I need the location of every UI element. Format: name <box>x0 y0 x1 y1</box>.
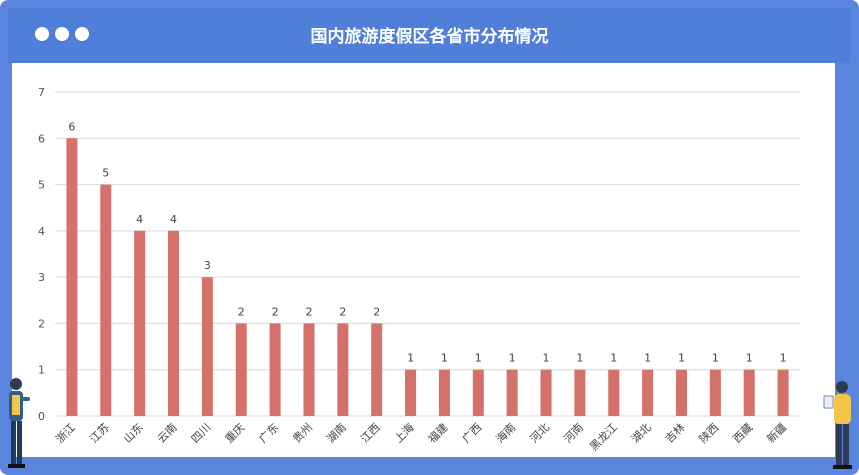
x-tick-label: 重庆 <box>222 420 247 445</box>
bar <box>642 369 654 416</box>
data-label: 4 <box>136 213 143 226</box>
bar <box>134 230 146 416</box>
y-tick-label: 7 <box>38 86 45 99</box>
x-tick-label: 山东 <box>121 421 146 446</box>
data-label: 1 <box>407 352 414 365</box>
person-right-icon <box>823 381 852 469</box>
data-label: 3 <box>204 259 211 272</box>
bar <box>574 369 586 416</box>
chart-title: 国内旅游度假区各省市分布情况 <box>310 27 549 47</box>
y-tick-label: 6 <box>38 132 45 145</box>
y-tick-label: 2 <box>38 317 45 330</box>
x-tick-label: 新疆 <box>764 420 789 445</box>
data-label: 1 <box>610 352 617 365</box>
data-labels: 6 5 4 4 3 2 2 2 2 2 1 1 1 1 1 1 1 1 1 1 1 1 <box>68 120 786 364</box>
bar <box>675 369 687 416</box>
x-tick-label: 福建 <box>425 420 450 445</box>
x-tick-label: 浙江 <box>53 421 78 446</box>
x-tick-label: 上海 <box>391 420 416 445</box>
x-axis: 浙江 江苏 山东 云南 四川 重庆 广东 贵州 湖南 江西 上海 福建 广西 海南 河北 河南 黑龙江 湖北 吉林陕… <box>53 420 789 453</box>
bar <box>337 323 349 416</box>
x-tick-label: 广西 <box>460 421 485 446</box>
chart-panel <box>12 63 835 457</box>
bar <box>777 369 789 416</box>
bar <box>608 369 620 416</box>
data-label: 1 <box>509 352 516 365</box>
bar <box>168 230 180 416</box>
x-tick-label: 广东 <box>256 421 281 446</box>
data-label: 1 <box>475 352 482 365</box>
y-tick-label: 4 <box>38 225 45 238</box>
bar <box>743 369 755 416</box>
data-label: 1 <box>576 352 583 365</box>
y-tick-label: 0 <box>38 410 45 423</box>
data-label: 2 <box>339 305 346 318</box>
bar <box>371 323 383 416</box>
data-label: 2 <box>238 305 245 318</box>
bar <box>235 323 247 416</box>
window-dot-icon <box>35 27 49 41</box>
x-tick-label: 海南 <box>493 420 518 445</box>
x-tick-label: 陕西 <box>696 420 721 445</box>
data-label: 1 <box>441 352 448 365</box>
bar <box>100 184 112 416</box>
y-tick-label: 3 <box>38 271 45 284</box>
x-tick-label: 云南 <box>155 421 180 446</box>
bar <box>201 277 213 416</box>
x-tick-label: 河南 <box>561 421 586 446</box>
title-bar: 国内旅游度假区各省市分布情况 <box>8 8 851 63</box>
data-label: 4 <box>170 213 177 226</box>
x-tick-label: 湖北 <box>629 421 654 446</box>
x-tick-label: 江苏 <box>87 421 112 446</box>
window-dot-icon <box>75 27 89 41</box>
grid-lines <box>55 91 800 417</box>
bar <box>506 369 518 416</box>
bars <box>66 138 789 417</box>
window-dot-icon <box>55 27 69 41</box>
bar <box>405 369 417 416</box>
x-tick-label: 河北 <box>527 421 552 446</box>
x-tick-label: 湖南 <box>324 421 349 446</box>
data-label: 1 <box>644 352 651 365</box>
data-label: 2 <box>305 305 312 318</box>
person-left-icon <box>8 378 30 468</box>
bar <box>303 323 315 416</box>
data-label: 6 <box>68 120 75 133</box>
data-label: 1 <box>712 352 719 365</box>
data-label: 1 <box>543 352 550 365</box>
bar <box>438 369 450 416</box>
x-tick-label: 贵州 <box>290 421 315 446</box>
data-label: 1 <box>780 352 787 365</box>
data-label: 1 <box>678 352 685 365</box>
bar <box>472 369 484 416</box>
x-tick-label: 西藏 <box>731 421 756 446</box>
x-tick-label: 江西 <box>358 421 383 446</box>
data-label: 2 <box>272 305 279 318</box>
y-tick-label: 1 <box>38 364 45 377</box>
y-tick-label: 5 <box>38 179 45 192</box>
x-tick-label: 黑龙江 <box>587 421 620 454</box>
data-label: 1 <box>746 352 753 365</box>
data-label: 2 <box>373 305 380 318</box>
bar <box>269 323 281 416</box>
x-tick-label: 四川 <box>189 421 214 446</box>
bar <box>66 138 78 417</box>
bar <box>709 369 721 416</box>
x-tick-label: 吉林 <box>662 420 687 445</box>
data-label: 5 <box>102 167 109 180</box>
y-axis: 0 1 2 3 4 5 6 7 <box>38 86 45 423</box>
bar <box>540 369 552 416</box>
